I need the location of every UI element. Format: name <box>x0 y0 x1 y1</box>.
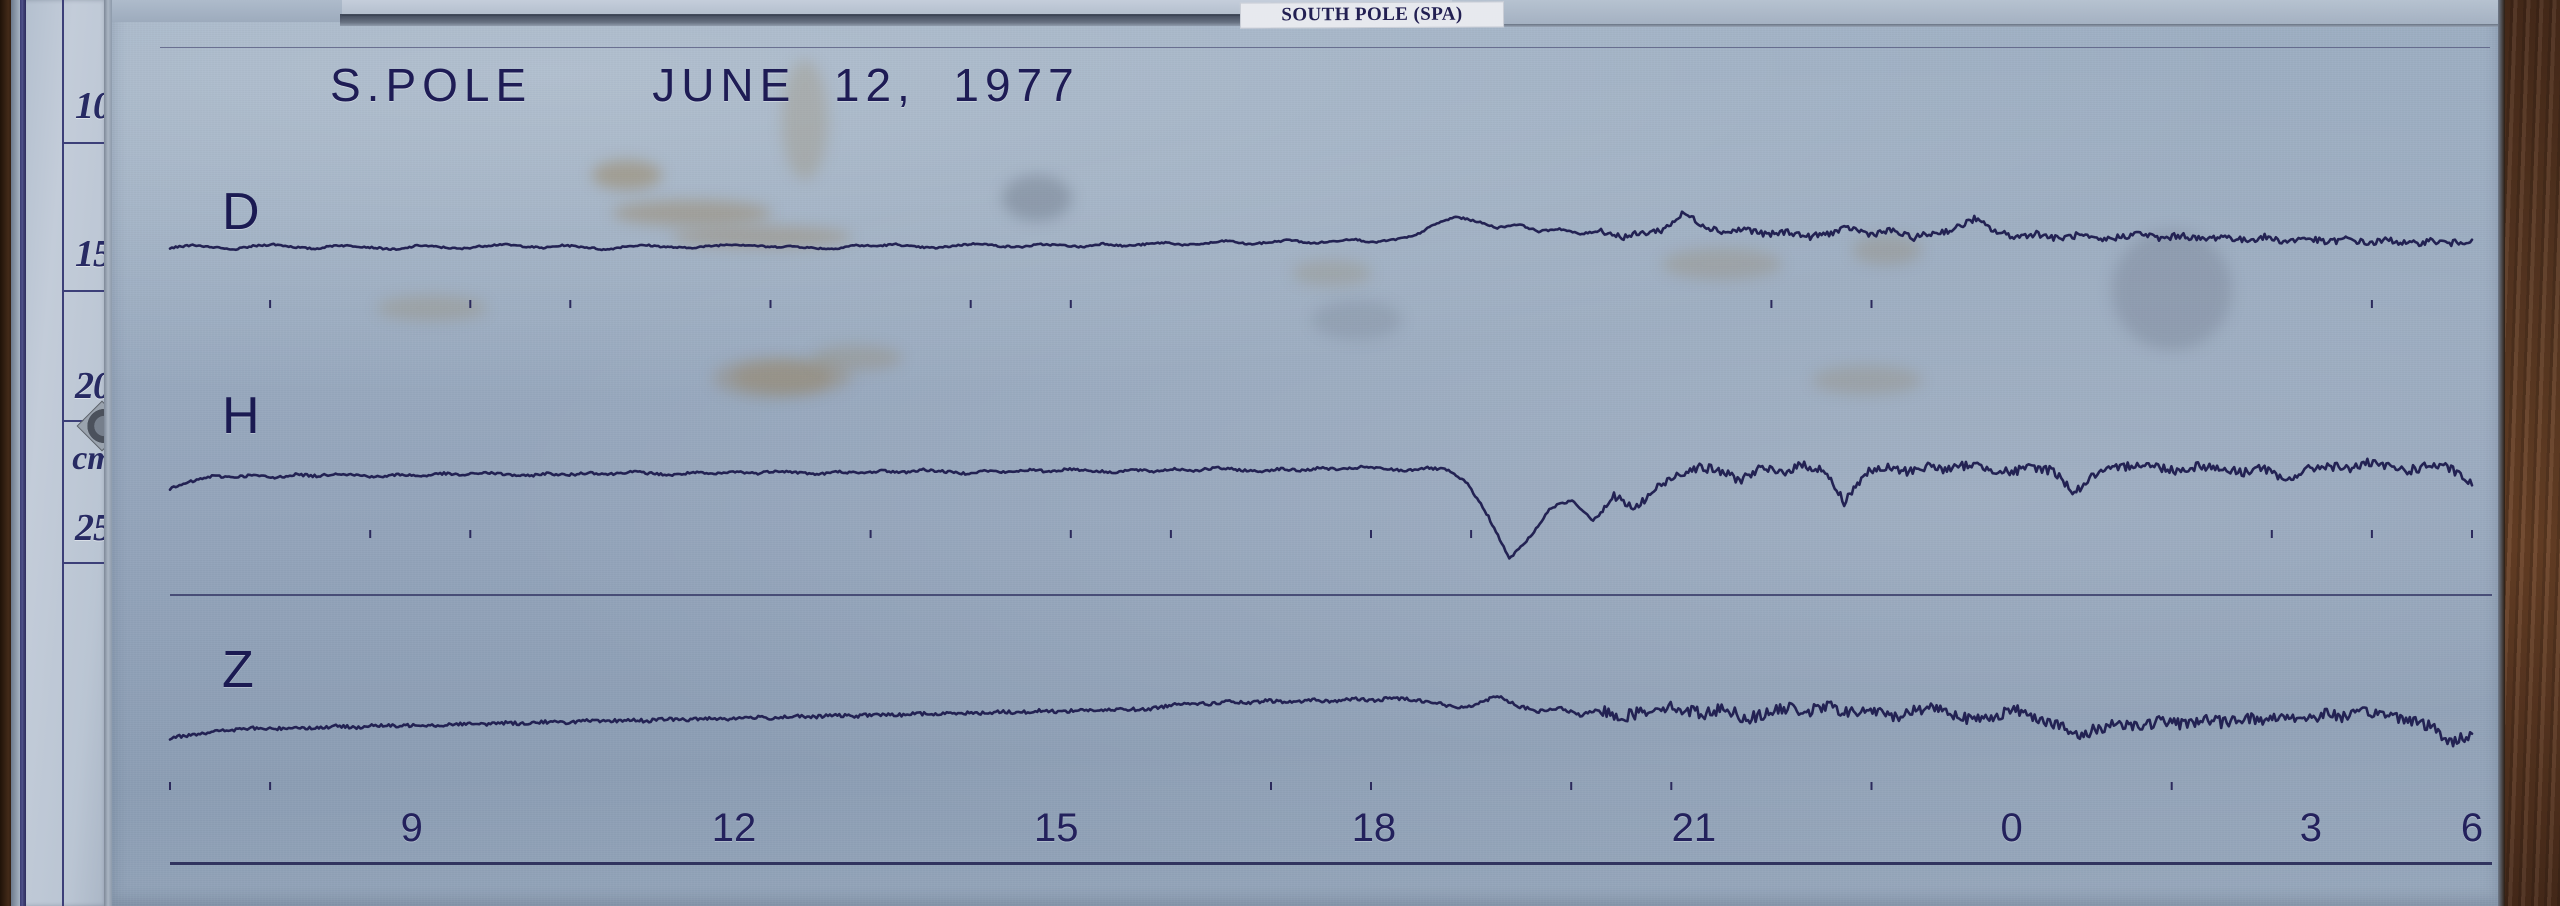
paper-stain <box>812 345 902 371</box>
paper-stain <box>1002 175 1072 221</box>
ruler-rail <box>20 0 26 906</box>
paper-stain <box>732 360 852 394</box>
tape-shadow <box>340 14 1460 26</box>
ruled-line-top <box>160 47 2490 48</box>
ruler-divider <box>62 290 124 292</box>
ruler-right-edge <box>104 0 113 906</box>
paper-grain-texture <box>112 0 2498 906</box>
paper-overlap-left <box>112 0 342 22</box>
wood-left-edge <box>0 0 14 906</box>
ruler-divider <box>62 142 124 144</box>
paper-overlap-seam <box>1452 24 2498 27</box>
page-title: S.POLE JUNE 12, 1977 <box>330 58 1080 112</box>
ruler-divider <box>62 562 124 564</box>
paper-stain <box>1852 235 1922 265</box>
trace-path-h <box>168 457 2474 560</box>
paper-overlap-right <box>1452 0 2498 26</box>
trace-path-z <box>168 695 2474 748</box>
trace-label-z: Z <box>222 641 254 699</box>
paper-stain <box>712 358 832 398</box>
time-tick-3: 3 <box>2299 806 2322 850</box>
magnetogram-traces <box>168 210 2474 790</box>
time-tick-15: 15 <box>1034 806 1079 850</box>
time-tick-21: 21 <box>1671 806 1717 850</box>
time-tick-6: 6 <box>2460 806 2484 850</box>
paper-stain <box>377 295 487 321</box>
paper-right-edge <box>2498 0 2505 906</box>
title-date: JUNE 12, 1977 <box>652 59 1080 111</box>
trace-label-d: D <box>222 183 260 241</box>
trace-path-d <box>168 210 2474 252</box>
chart-paper <box>112 0 2498 906</box>
paper-stain <box>1292 260 1372 286</box>
vertical-scale-ruler: 10 15 20 cm 25 <box>26 0 128 906</box>
paper-stain <box>782 60 828 180</box>
time-tick-12: 12 <box>711 806 757 850</box>
trace-label-h: H <box>222 387 260 445</box>
ruled-line-mid <box>170 594 2492 596</box>
paper-stain <box>592 160 662 190</box>
paper-stain <box>672 226 852 248</box>
time-axis-line <box>170 862 2492 865</box>
paper-stain <box>1662 248 1782 280</box>
title-station: S.POLE <box>330 59 533 111</box>
paper-stain <box>2112 230 2232 350</box>
paper-stain <box>612 200 772 226</box>
time-tick-18: 18 <box>1351 806 1397 850</box>
time-tick-0: 0 <box>2000 806 2023 850</box>
paper-stain <box>1312 300 1402 340</box>
time-tick-9: 9 <box>400 806 423 850</box>
paper-stain <box>1812 365 1922 395</box>
